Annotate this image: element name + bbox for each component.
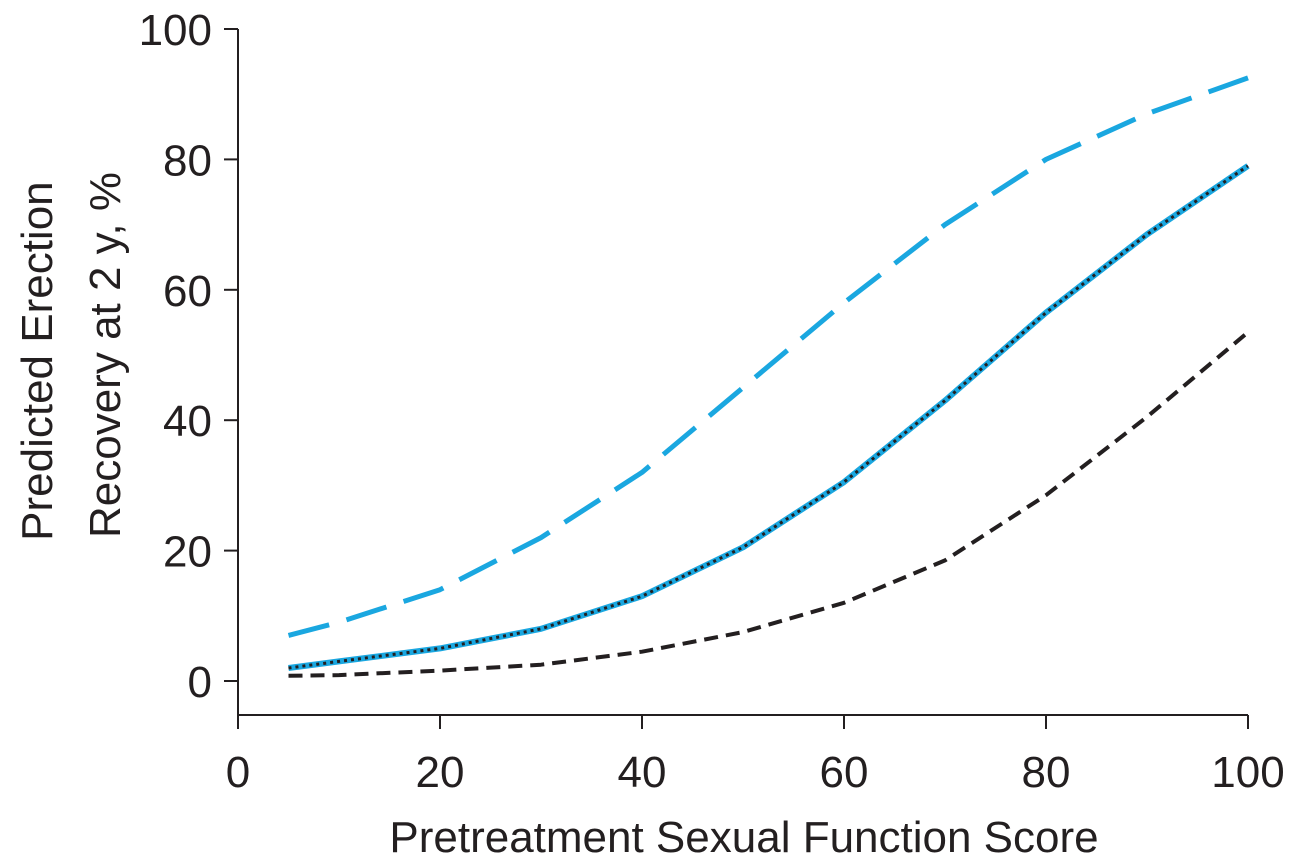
x-axis: 0 20 40 60 80 100 — [226, 714, 1285, 797]
y-tick-label: 20 — [163, 528, 212, 577]
y-tick-label: 0 — [188, 658, 212, 707]
x-tick-label: 80 — [1022, 748, 1071, 797]
y-axis: 0 20 40 60 80 100 — [139, 6, 239, 715]
x-tick-label: 20 — [416, 748, 465, 797]
y-axis-label: Predicted Erection Recovery at 2 y, % — [13, 169, 130, 541]
y-tick-label: 80 — [163, 136, 212, 185]
y-tick-label: 100 — [139, 6, 212, 55]
series-line-short-dash — [288, 330, 1250, 678]
y-ticks: 0 20 40 60 80 100 — [139, 6, 238, 707]
series-group — [287, 75, 1250, 678]
y-axis-label-line-1: Predicted Erection — [13, 181, 62, 541]
y-tick-label: 60 — [163, 267, 212, 316]
x-tick-label: 40 — [618, 748, 667, 797]
x-tick-label: 60 — [820, 748, 869, 797]
x-tick-label: 100 — [1211, 748, 1284, 797]
x-axis-label: Pretreatment Sexual Function Score — [389, 813, 1098, 862]
y-tick-label: 40 — [163, 397, 212, 446]
y-axis-label-line-2: Recovery at 2 y, % — [81, 172, 130, 538]
series-line-solid — [288, 163, 1250, 671]
series-line-long-dash — [287, 75, 1249, 638]
x-ticks: 0 20 40 60 80 100 — [226, 715, 1285, 797]
x-tick-label: 0 — [226, 748, 250, 797]
